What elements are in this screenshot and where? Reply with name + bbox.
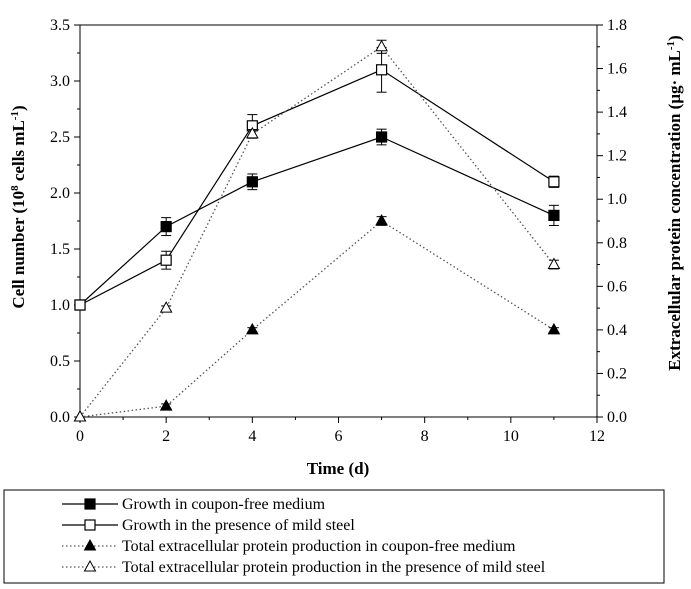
data-point [159,301,173,313]
x-tick-label: 10 [503,428,519,445]
data-point [74,299,86,311]
left-y-tick-label: 2.0 [50,185,70,202]
right-y-tick-label: 1.8 [607,17,627,34]
series-3 [73,213,561,422]
data-point [548,176,560,188]
right-y-tick-label: 0.0 [607,409,627,426]
plot-border [79,24,598,418]
left-y-axis-ticks: 0.0 0.5 1.0 1.5 2.0 2.5 3.0 3.5 [50,17,80,426]
left-y-title-end: ) [9,105,28,111]
x-axis-ticks: 0 2 4 6 8 10 12 [76,417,605,445]
legend-marker [84,519,96,531]
data-point [245,126,259,139]
data-point [246,176,258,188]
data-point [375,64,388,76]
legend-item: Growth in the presence of mild steel [62,517,355,534]
data-point [548,209,560,221]
legend-label: Total extracellular protein production i… [122,559,546,576]
left-y-tick-label: 3.5 [50,17,70,34]
x-axis-title: Time (d) [307,459,370,478]
right-y-title-main: Extracellular protein concentration (μg·… [665,50,684,371]
left-y-tick-label: 0.5 [50,353,70,370]
left-y-tick-label: 0.0 [50,409,70,426]
left-y-tick-label: 1.0 [50,297,70,314]
series-line [79,45,555,418]
data-point [245,322,259,335]
x-tick-label: 8 [421,428,429,445]
data-point [375,39,388,52]
right-y-title-sup: -1 [665,41,677,50]
right-y-axis-ticks: 0.0 0.2 0.4 0.6 0.8 1.0 1.2 1.4 1.6 1.8 [597,17,627,426]
right-y-axis-title: Extracellular protein concentration (μg·… [665,35,684,370]
left-y-axis-title: Cell number (108 cells mL-1) [9,105,28,308]
legend-item: Total extracellular protein production i… [62,559,546,576]
x-tick-label: 4 [248,428,256,445]
series-1 [74,128,560,311]
legend-item: Total extracellular protein production i… [62,538,516,555]
data-point [375,213,388,226]
data-point [73,409,87,422]
data-point [159,399,173,411]
series-line [79,69,555,306]
right-y-tick-label: 1.0 [607,191,627,208]
series-2 [74,46,560,311]
left-y-title-main: Cell number (10 [9,191,28,309]
left-y-tick-label: 3.0 [50,73,70,90]
x-tick-label: 6 [335,428,343,445]
plot-frame [79,24,598,418]
data-point [160,254,172,266]
x-tick-label: 0 [76,428,84,445]
x-tick-label: 12 [589,428,605,445]
left-y-title-sup2: -1 [9,111,21,120]
right-y-tick-label: 1.6 [607,61,627,78]
right-y-tick-label: 0.4 [607,322,627,339]
right-y-tick-label: 0.8 [607,235,627,252]
legend-item: Growth in coupon-free medium [62,496,326,513]
legend-label: Growth in coupon-free medium [122,496,326,513]
data-point [375,131,388,143]
series-4 [73,39,561,422]
legend: Growth in coupon-free medium Growth in th… [3,489,665,584]
x-tick-label: 2 [162,428,170,445]
right-y-tick-label: 0.2 [607,365,627,382]
series-line [79,220,555,418]
data-point [160,221,172,233]
series-line [79,136,555,306]
left-y-title-sup: 8 [9,185,21,191]
right-y-title-end: ) [665,35,684,41]
series-layer [73,39,561,422]
data-point [547,257,561,270]
right-y-tick-label: 1.2 [607,148,627,165]
left-y-title-tail: cells mL [9,120,28,185]
legend-marker [84,498,96,510]
legend-marker [83,559,97,572]
left-y-tick-label: 2.5 [50,129,70,146]
right-y-tick-label: 1.4 [607,104,627,121]
data-point [547,322,561,335]
legend-label: Total extracellular protein production i… [122,538,516,555]
legend-label: Growth in the presence of mild steel [122,517,355,534]
right-y-tick-label: 0.6 [607,278,627,295]
left-y-tick-label: 1.5 [50,241,70,258]
legend-marker [83,538,97,551]
